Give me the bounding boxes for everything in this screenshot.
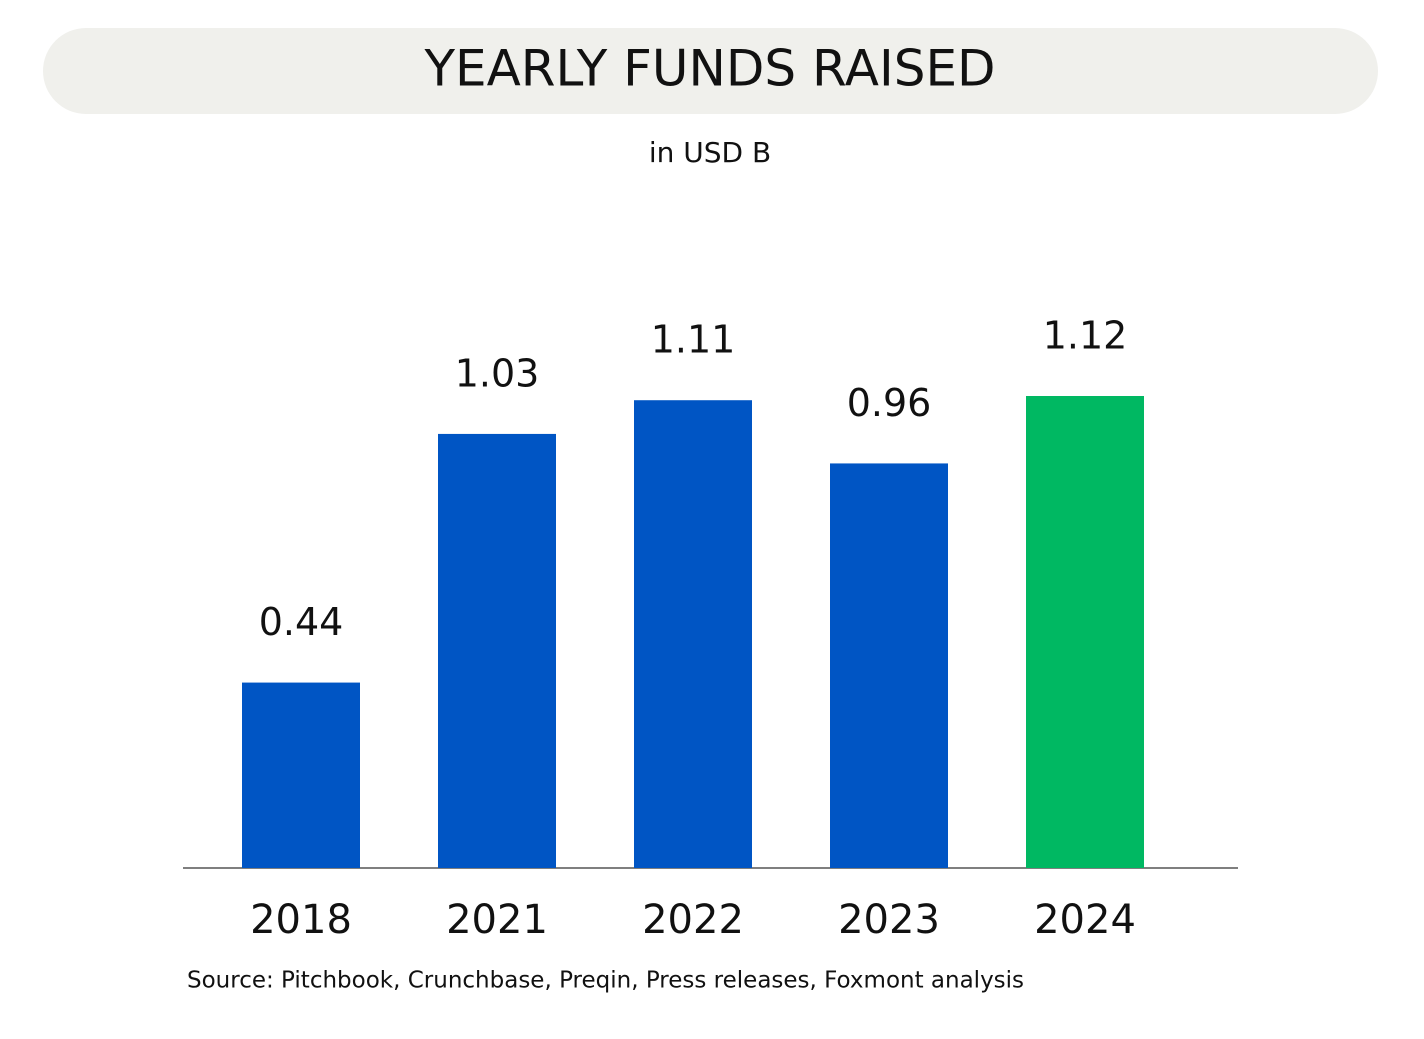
value-label: 1.03	[455, 351, 540, 395]
chart-subtitle: in USD B	[649, 136, 771, 169]
x-tick-label: 2018	[250, 897, 352, 943]
bar	[830, 463, 948, 868]
bar	[438, 433, 556, 868]
value-label: 1.12	[1043, 314, 1128, 358]
bar	[1026, 396, 1144, 868]
title-pill	[43, 28, 1378, 114]
x-tick-label: 2023	[838, 897, 940, 943]
bar	[634, 400, 752, 868]
x-tick-label: 2021	[446, 897, 548, 943]
value-label: 1.11	[651, 318, 736, 362]
value-label: 0.96	[847, 381, 932, 425]
x-tick-label: 2024	[1034, 897, 1136, 943]
bar	[242, 682, 360, 868]
chart-title: YEARLY FUNDS RAISED	[423, 40, 995, 98]
value-label: 0.44	[259, 600, 344, 644]
source-note: Source: Pitchbook, Crunchbase, Preqin, P…	[187, 968, 1024, 994]
x-tick-label: 2022	[642, 897, 744, 943]
